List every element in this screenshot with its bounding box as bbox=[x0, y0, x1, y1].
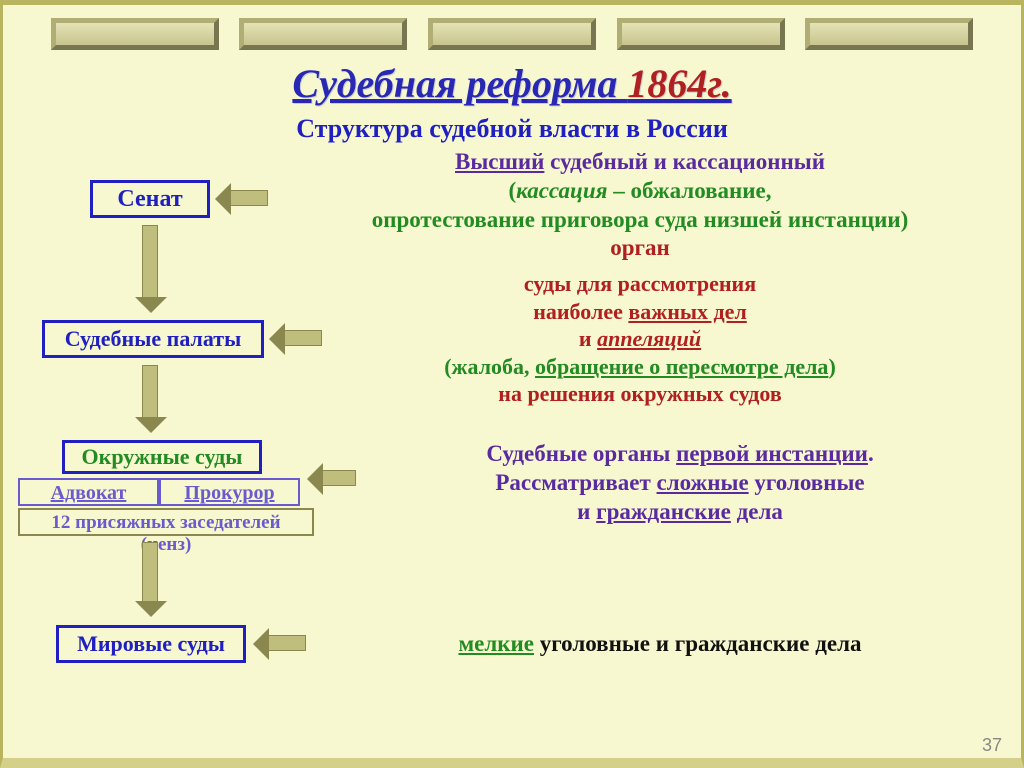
text: и bbox=[577, 499, 596, 524]
node-peace: Мировые суды bbox=[56, 625, 246, 663]
text: и bbox=[579, 326, 597, 351]
cell-prosecutor: Прокурор bbox=[159, 478, 300, 506]
desc-district: Судебные органы первой инстанции. Рассма… bbox=[380, 440, 980, 526]
text: . bbox=[868, 441, 874, 466]
text: орган bbox=[610, 235, 670, 260]
text: первой инстанции bbox=[676, 441, 868, 466]
arrow-down-icon bbox=[142, 542, 158, 604]
node-district: Окружные суды bbox=[62, 440, 262, 474]
node-chambers: Судебные палаты bbox=[42, 320, 264, 358]
text: – обжалование, bbox=[607, 178, 771, 203]
text: ) bbox=[828, 354, 835, 379]
text: судебный и кассационный bbox=[544, 149, 825, 174]
arrow-down-icon bbox=[142, 225, 158, 300]
title-main: Судебная реформа bbox=[292, 61, 627, 106]
text: суды для рассмотрения bbox=[524, 271, 756, 296]
text: аппеляций bbox=[597, 326, 701, 351]
top-decoration-row bbox=[0, 18, 1024, 54]
arrow-left-icon bbox=[228, 190, 268, 206]
desc-chambers: суды для рассмотрения наиболее важных де… bbox=[340, 270, 940, 408]
page-number: 37 bbox=[982, 735, 1002, 756]
text: Высший bbox=[455, 149, 544, 174]
arrow-left-icon bbox=[320, 470, 356, 486]
node-senate: Сенат bbox=[90, 180, 210, 218]
text: Судебные органы bbox=[486, 441, 676, 466]
title-year: 1864г. bbox=[627, 61, 731, 106]
row-court-roles: Адвокат Прокурор bbox=[18, 478, 300, 506]
text: (жалоба, bbox=[444, 354, 535, 379]
desc-senate: Высший судебный и кассационный (кассация… bbox=[300, 148, 980, 263]
decor-block bbox=[239, 18, 407, 50]
slide-subtitle: Структура судебной власти в России bbox=[0, 114, 1024, 144]
decor-block bbox=[805, 18, 973, 50]
text: дела bbox=[731, 499, 783, 524]
text: наиболее bbox=[533, 299, 628, 324]
cell-jury: 12 присяжных заседателей (ценз) bbox=[18, 508, 314, 536]
text: уголовные bbox=[749, 470, 865, 495]
text: Рассматривает bbox=[495, 470, 656, 495]
decor-block bbox=[428, 18, 596, 50]
diagram-area: Сенат Высший судебный и кассационный (ка… bbox=[0, 150, 1024, 768]
text: сложные bbox=[657, 470, 749, 495]
decor-block bbox=[617, 18, 785, 50]
text: обращение о пересмотре дела bbox=[535, 354, 828, 379]
arrow-left-icon bbox=[266, 635, 306, 651]
cell-advocate: Адвокат bbox=[18, 478, 159, 506]
arrow-left-icon bbox=[282, 330, 322, 346]
slide-title: Судебная реформа 1864г. bbox=[0, 60, 1024, 107]
text: важных дел bbox=[628, 299, 746, 324]
text: на решения окружных судов bbox=[498, 381, 781, 406]
text: кассация bbox=[516, 178, 607, 203]
text: ( bbox=[508, 178, 516, 203]
arrow-down-icon bbox=[142, 365, 158, 420]
text: уголовные и гражданские дела bbox=[534, 631, 861, 656]
text: опротестование приговора суда низшей инс… bbox=[372, 207, 909, 232]
decor-block bbox=[51, 18, 219, 50]
text: гражданские bbox=[596, 499, 731, 524]
desc-peace: мелкие уголовные и гражданские дела bbox=[340, 630, 980, 659]
text: мелкие bbox=[459, 631, 535, 656]
